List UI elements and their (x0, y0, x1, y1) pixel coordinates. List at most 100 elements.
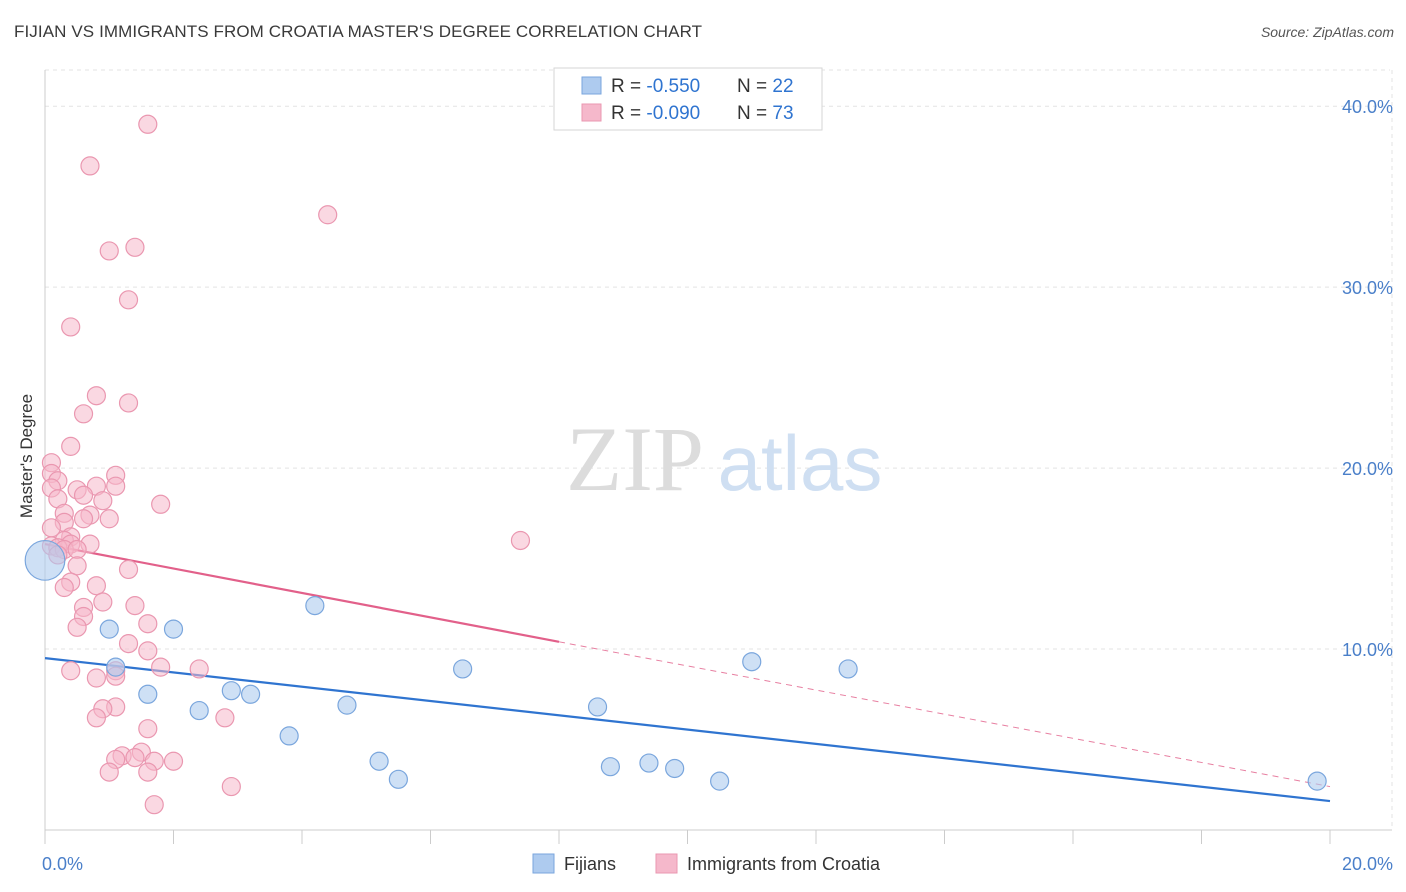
data-point-fijians (138, 684, 158, 704)
data-point-croatia (54, 577, 74, 598)
data-point-croatia (138, 614, 158, 634)
data-point-croatia (93, 592, 113, 612)
data-point-croatia (215, 708, 235, 728)
trend-lines (44, 543, 1331, 803)
data-point-croatia (125, 596, 145, 616)
y-tick-label: 30.0% (1342, 278, 1393, 298)
data-point-croatia (510, 530, 531, 551)
y-tick-label: 20.0% (1342, 459, 1393, 479)
legend-bottom-swatch-blue (532, 853, 555, 874)
data-point-fijians (305, 596, 325, 616)
data-point-croatia (144, 795, 164, 815)
legend-n-value: 73 (772, 103, 793, 124)
series-fijians-points (24, 539, 1327, 791)
x-tick-label: 0.0% (42, 854, 83, 874)
data-point-fijians (742, 652, 762, 672)
data-point-croatia (99, 509, 119, 529)
legend-r-label: R = (611, 103, 646, 124)
legend-n-label: N = (737, 103, 772, 124)
data-point-croatia (86, 708, 107, 728)
svg-text:N = 22: N = 22 (737, 76, 794, 97)
svg-text:R = -0.090: R = -0.090 (611, 103, 700, 124)
data-point-fijians (189, 700, 209, 721)
legend-r-value: -0.090 (646, 103, 700, 124)
data-point-fijians (241, 684, 261, 704)
data-point-croatia (61, 661, 81, 681)
data-point-croatia (163, 751, 184, 771)
data-point-croatia (138, 641, 158, 661)
x-tick-label: 20.0% (1342, 854, 1393, 874)
data-point-croatia (138, 114, 158, 134)
data-point-fijians (1307, 771, 1327, 791)
data-point-croatia (118, 634, 139, 654)
legend-n-value: 22 (772, 76, 793, 97)
data-point-fijians (600, 757, 621, 777)
x-tick-labels: 0.0% 20.0% (42, 854, 1393, 874)
data-point-fijians (838, 659, 858, 679)
data-point-croatia (61, 317, 81, 337)
data-point-fijians (279, 726, 299, 746)
svg-text:R = -0.550: R = -0.550 (611, 76, 700, 97)
data-point-fijians (369, 751, 389, 771)
data-point-fijians (221, 681, 241, 701)
data-point-croatia (86, 576, 107, 596)
legend-top: R = -0.550 N = 22 R = -0.090 N = 73 (553, 67, 823, 131)
legend-bottom-croatia: Immigrants from Croatia (687, 854, 881, 874)
data-point-croatia (125, 237, 145, 257)
data-point-croatia (151, 494, 171, 514)
data-point-fijians (665, 758, 685, 779)
legend-r-label: R = (611, 76, 646, 97)
data-point-croatia (125, 748, 145, 768)
data-point-fijians (163, 619, 184, 639)
watermark: ZIP atlas (566, 408, 882, 510)
data-point-fijians (106, 657, 126, 677)
data-point-fijians (99, 619, 119, 639)
data-point-croatia (118, 393, 139, 413)
y-tick-label: 10.0% (1342, 640, 1393, 660)
legend-swatch-pink (581, 103, 602, 122)
trend-line-fijians (44, 657, 1331, 803)
data-point-croatia (67, 617, 87, 637)
y-axis-label: Master's Degree (17, 394, 36, 518)
data-point-fijians (587, 697, 608, 717)
legend-bottom: Fijians Immigrants from Croatia (532, 853, 881, 874)
data-point-croatia (99, 241, 119, 261)
data-point-fijians (710, 771, 730, 791)
trend-line-croatia-extension (558, 641, 1331, 788)
data-point-croatia (189, 659, 209, 679)
y-tick-label: 40.0% (1342, 97, 1393, 117)
data-point-croatia (61, 436, 81, 456)
data-point-croatia (99, 762, 119, 782)
data-point-croatia (93, 491, 113, 511)
trend-line-croatia (44, 543, 560, 643)
data-point-croatia (151, 657, 171, 677)
data-point-croatia (138, 762, 158, 782)
legend-r-value: -0.550 (646, 76, 700, 97)
legend-swatch-blue (581, 76, 602, 95)
data-point-croatia (106, 476, 126, 496)
data-point-croatia (318, 205, 338, 225)
axes (44, 70, 1392, 844)
data-point-croatia (73, 404, 94, 424)
y-tick-labels: 10.0% 20.0% 30.0% 40.0% (1342, 97, 1393, 660)
data-point-croatia (67, 556, 87, 576)
data-point-fijians (337, 695, 357, 715)
data-point-fijians (453, 659, 473, 679)
legend-bottom-fijians: Fijians (564, 854, 616, 874)
data-point-croatia (221, 776, 241, 797)
data-point-croatia (80, 156, 100, 176)
legend-bottom-swatch-pink (655, 853, 678, 874)
watermark-atlas: atlas (718, 419, 883, 507)
data-point-croatia (86, 668, 107, 688)
svg-text:N = 73: N = 73 (737, 103, 794, 124)
data-point-fijians (24, 539, 66, 581)
data-point-fijians (639, 753, 659, 773)
data-point-croatia (138, 719, 158, 739)
watermark-zip: ZIP (566, 408, 704, 510)
grid-lines (45, 69, 1393, 830)
series-croatia-points (41, 114, 531, 815)
data-point-croatia (86, 386, 107, 406)
data-point-croatia (118, 559, 139, 580)
source-credit: Source: ZipAtlas.com (1260, 24, 1394, 40)
